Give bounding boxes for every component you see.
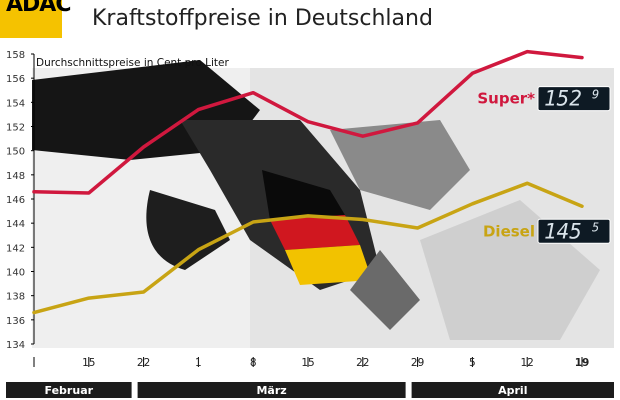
- series-label-diesel: Diesel: [483, 222, 535, 240]
- fuel-nozzle-image: [32, 60, 614, 348]
- y-tick-label: 138: [6, 292, 25, 303]
- y-tick-label: 146: [6, 195, 25, 206]
- series-line-super: [32, 49, 584, 195]
- y-tick-label: 158: [6, 50, 25, 61]
- price-display-decimal: 9: [592, 88, 599, 102]
- y-tick-label: 150: [6, 147, 25, 158]
- price-display-diesel: [537, 218, 611, 244]
- y-tick-label: 136: [6, 316, 25, 327]
- x-tick-label: 19: [575, 357, 590, 369]
- series-line-diesel: [32, 181, 584, 315]
- y-tick-label: 154: [6, 98, 25, 109]
- x-tick-label: 8: [250, 357, 257, 369]
- x-tick-label: 1: [195, 357, 202, 369]
- fuel-price-chart: 134136138140142144146148150152154156158D…: [6, 49, 614, 398]
- adac-logo: ADAC: [0, 0, 71, 38]
- series-label-super: Super*: [477, 90, 535, 108]
- y-tick-label: 148: [6, 171, 25, 182]
- x-tick-label: 15: [301, 357, 314, 369]
- month-label: März: [256, 384, 286, 397]
- y-tick-label: 142: [6, 243, 25, 254]
- price-display-decimal: 5: [592, 220, 599, 234]
- x-tick-label: 12: [521, 357, 534, 369]
- y-axis-label: Durchschnittspreise in Cent pro Liter: [36, 57, 229, 69]
- y-tick-label: 134: [6, 340, 25, 351]
- month-bar: [137, 382, 406, 398]
- month-bar: [6, 382, 132, 398]
- x-tick-label: 22: [137, 357, 150, 369]
- price-display-main: 152: [544, 87, 582, 111]
- y-tick-label: 140: [6, 268, 25, 279]
- month-label: Februar: [45, 384, 94, 397]
- month-label: April: [498, 384, 527, 397]
- page-title: Kraftstoffpreise in Deutschland: [92, 6, 433, 31]
- price-display-main: 145: [544, 219, 582, 243]
- x-tick-label: 29: [411, 357, 424, 369]
- x-tick-label: 5: [469, 357, 476, 369]
- y-tick-label: 144: [6, 219, 25, 230]
- x-tick-label: 22: [356, 357, 369, 369]
- y-tick-label: 152: [6, 123, 25, 134]
- price-display-super: [537, 86, 611, 112]
- y-tick-label: 156: [6, 74, 25, 85]
- month-bar: [411, 382, 614, 398]
- x-tick-label: 15: [82, 357, 95, 369]
